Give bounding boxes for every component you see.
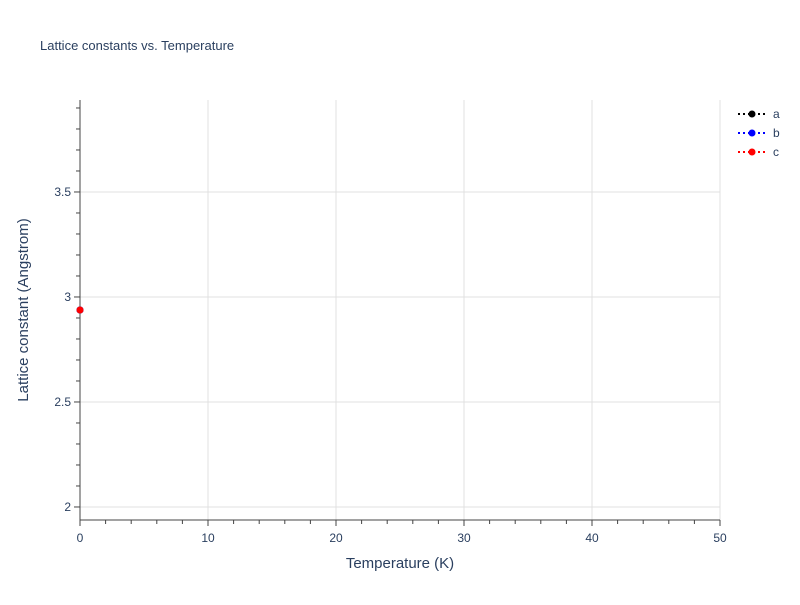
legend[interactable]: abc	[738, 107, 780, 159]
y-tick-label: 3.5	[54, 185, 71, 199]
grid	[80, 100, 721, 520]
x-tick-label: 20	[329, 531, 343, 545]
x-tick-label: 0	[77, 531, 84, 545]
legend-marker-a	[748, 110, 756, 118]
data-point-c	[76, 306, 84, 314]
y-tick-label: 2.5	[54, 395, 71, 409]
y-tick-label: 2	[64, 500, 71, 514]
y-tick-label: 3	[64, 290, 71, 304]
data-marks	[76, 306, 84, 314]
legend-label-c: c	[773, 145, 779, 159]
legend-label-a: a	[773, 107, 780, 121]
legend-label-b: b	[773, 126, 780, 140]
legend-marker-b	[748, 129, 756, 137]
x-tick-label: 40	[585, 531, 599, 545]
chart-title: Lattice constants vs. Temperature	[40, 38, 234, 53]
legend-marker-c	[748, 148, 756, 156]
x-tick-label: 10	[201, 531, 215, 545]
x-tick-label: 50	[713, 531, 727, 545]
x-tick-label: 30	[457, 531, 471, 545]
x-axis-label: Temperature (K)	[346, 555, 454, 572]
y-axis-label: Lattice constant (Angstrom)	[15, 218, 32, 401]
axes: 0 10 20 30 40 50 2 2.5 3 3.5	[54, 100, 727, 545]
